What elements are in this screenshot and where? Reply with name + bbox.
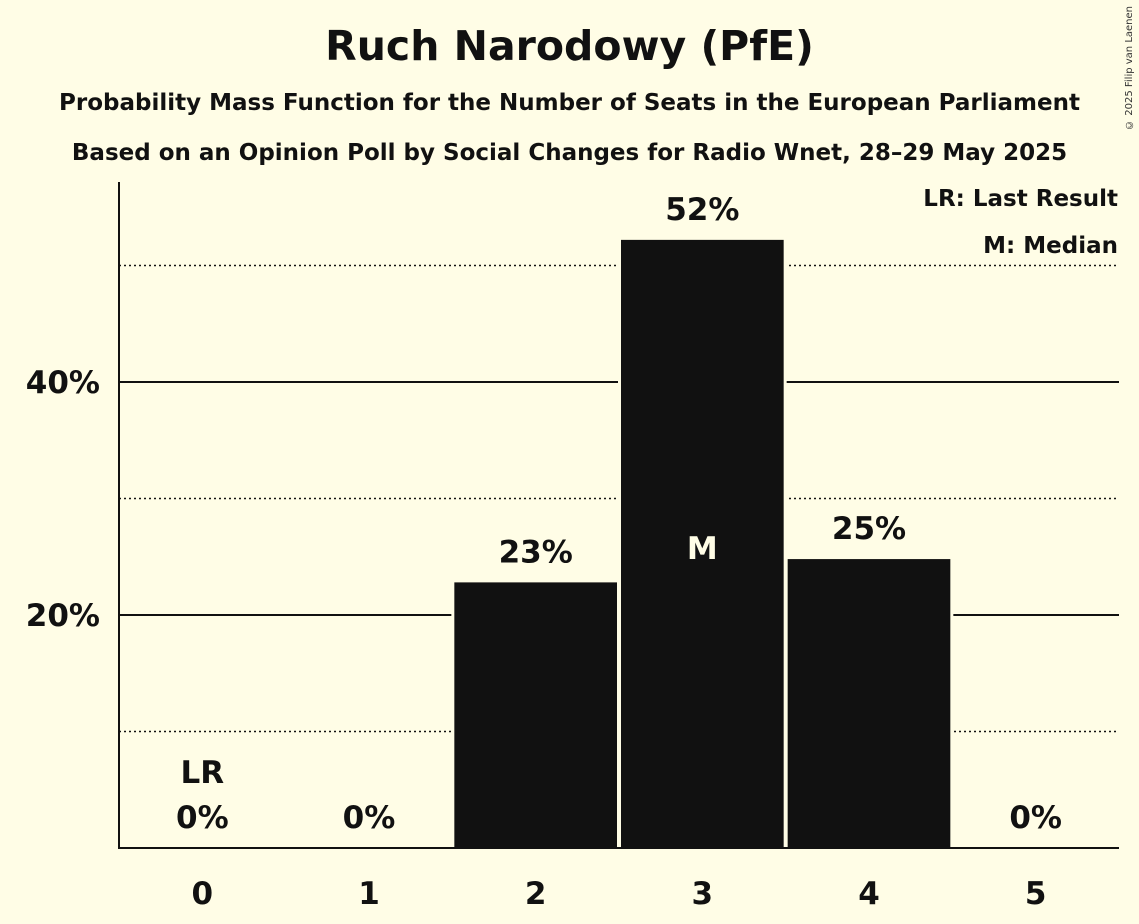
chart-subtitle-source: Based on an Opinion Poll by Social Chang… bbox=[71, 140, 1068, 166]
x-tick-label: 4 bbox=[858, 876, 880, 912]
bar bbox=[787, 559, 951, 848]
chart-subtitle: Probability Mass Function for the Number… bbox=[59, 90, 1080, 116]
bar-value-label: 23% bbox=[499, 534, 573, 570]
y-tick-label: 40% bbox=[26, 365, 100, 401]
bar bbox=[621, 239, 784, 848]
x-tick-label: 5 bbox=[1025, 876, 1047, 912]
x-tick-label: 1 bbox=[358, 876, 380, 912]
bar-value-label: 52% bbox=[665, 192, 739, 228]
bar bbox=[454, 582, 617, 848]
bar-value-label: 0% bbox=[1009, 800, 1062, 836]
legend-last-result: LR: Last Result bbox=[923, 186, 1118, 212]
chart-title: Ruch Narodowy (PfE) bbox=[325, 22, 814, 70]
bar-value-label: 25% bbox=[832, 511, 906, 547]
median-marker: M bbox=[687, 531, 718, 567]
last-result-marker: LR bbox=[181, 755, 225, 791]
x-tick-label: 2 bbox=[525, 876, 547, 912]
legend-median: M: Median bbox=[983, 233, 1118, 259]
bar-value-label: 0% bbox=[343, 800, 396, 836]
x-tick-label: 0 bbox=[192, 876, 214, 912]
bar-value-label: 0% bbox=[176, 800, 229, 836]
x-tick-label: 3 bbox=[692, 876, 714, 912]
y-tick-label: 20% bbox=[26, 598, 100, 634]
